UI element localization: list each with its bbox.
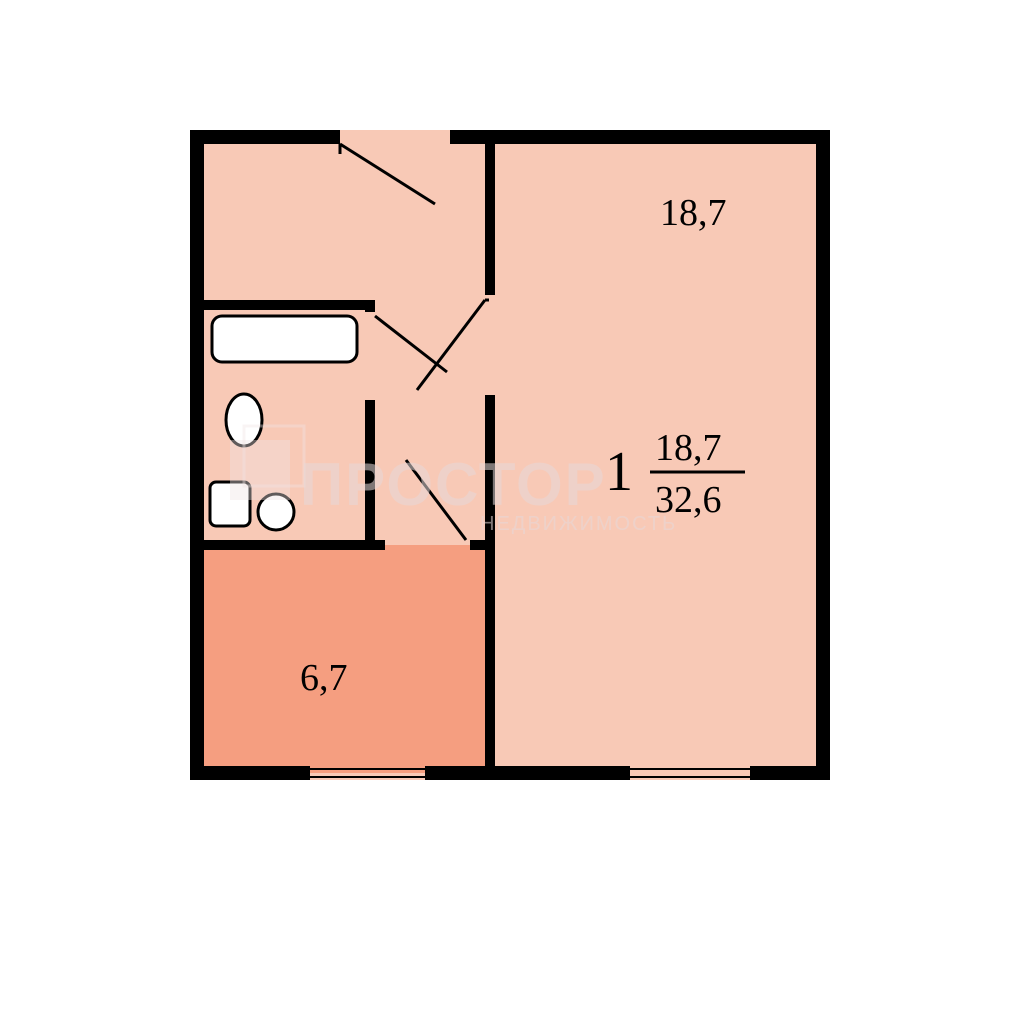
label-kitchen: 6,7 <box>300 657 348 699</box>
watermark-subtext: НЕДВИЖИМОСТЬ <box>480 513 677 535</box>
label-area-total: 32,6 <box>655 479 722 521</box>
watermark-text: ПРОСТОР <box>300 451 607 518</box>
label-main-room: 18,7 <box>660 192 727 234</box>
label-area-living: 18,7 <box>655 427 722 469</box>
label-room-count: 1 <box>605 441 633 503</box>
